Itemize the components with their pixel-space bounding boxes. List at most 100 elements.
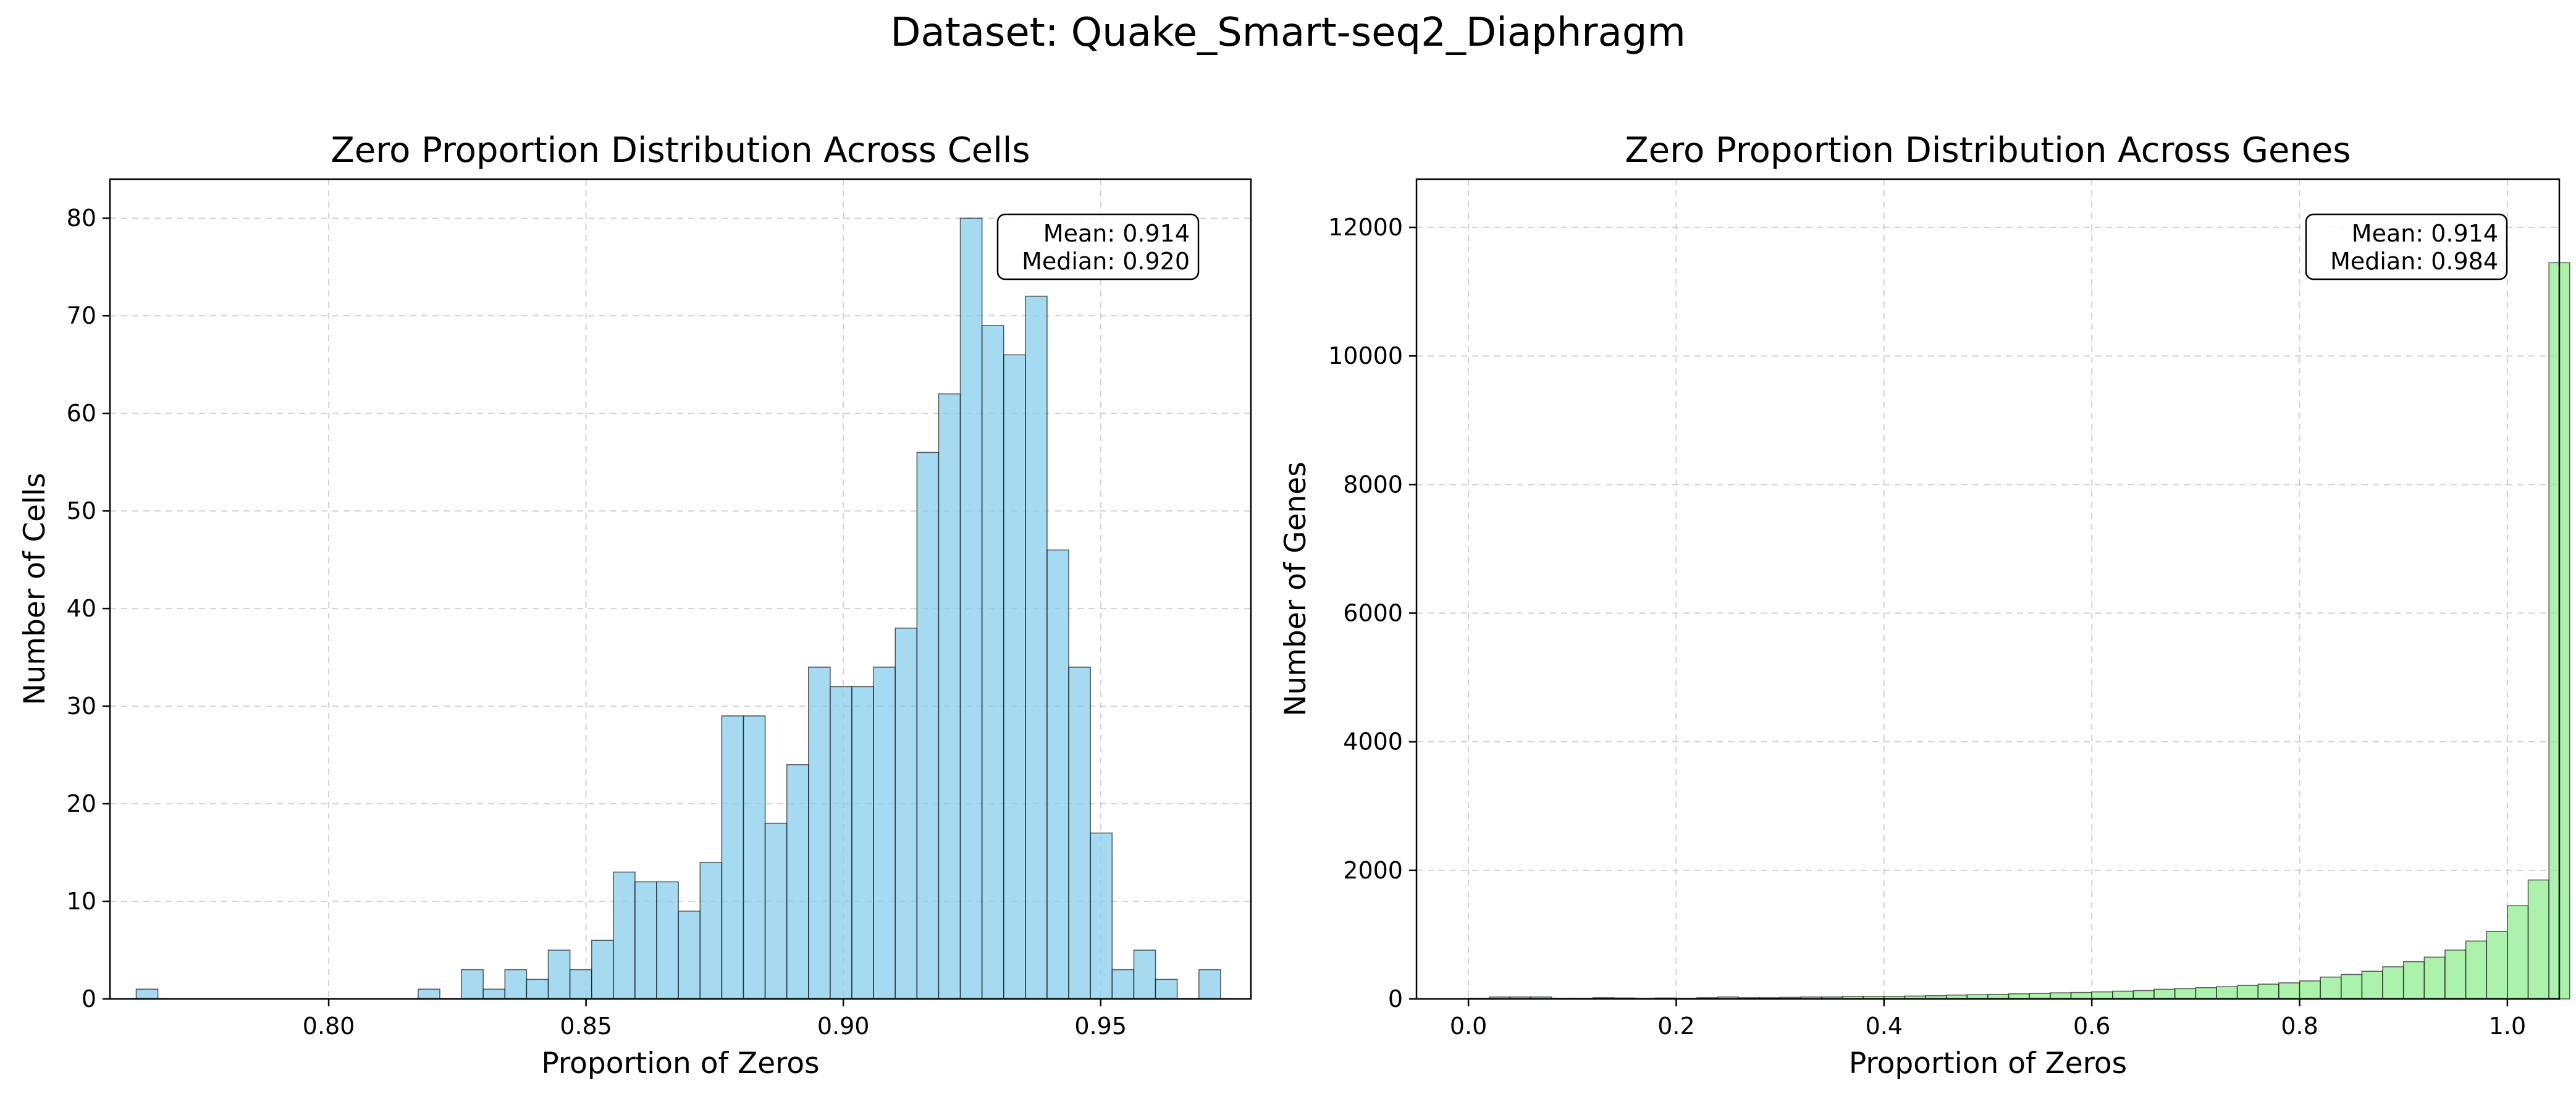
histogram-bar (2216, 986, 2238, 1000)
histogram-bar (1003, 354, 1026, 1000)
histogram-bar (591, 940, 614, 1000)
cells-chart-title: Zero Proportion Distribution Across Cell… (330, 130, 1030, 171)
y-tick-label: 60 (67, 400, 96, 427)
histogram-bar (504, 969, 528, 1000)
histogram-bar (2402, 961, 2425, 1000)
histogram-bar (2320, 976, 2342, 1000)
figure-title: Dataset: Quake_Smart-seq2_Diaphragm (890, 10, 1686, 56)
x-tick-label: 0.80 (303, 1013, 355, 1040)
annotation-box (2305, 213, 2508, 280)
histogram-bar (894, 627, 918, 1000)
histogram-bar (678, 911, 701, 1000)
y-tick-label: 8000 (1343, 471, 1403, 498)
genes-histogram-panel: 0.0 0.2 0.4 0.6 0.8 1.0 0 2000 4000 6000 8000 10000… (1279, 130, 2570, 1080)
x-tick-label: 0.85 (560, 1013, 612, 1040)
histogram-bar (2527, 879, 2549, 1000)
histogram-bar (2112, 990, 2134, 1000)
histogram-bar (135, 988, 159, 1000)
x-axis-label: Proportion of Zeros (1849, 1046, 2127, 1080)
histogram-bar (2257, 983, 2279, 1000)
histogram-bar (1068, 667, 1092, 1000)
histogram-bar (981, 325, 1004, 1000)
histogram-bar (2174, 988, 2197, 1000)
median-annotation: Median: 0.920 (1022, 248, 1190, 275)
histogram-bar (1155, 979, 1178, 1000)
histogram-bar (418, 988, 440, 1000)
y-tick-label: 4000 (1343, 728, 1403, 756)
histogram-bar (2195, 987, 2217, 1000)
x-tick-label: 0.2 (1657, 1013, 1694, 1040)
histogram-bar (547, 950, 571, 1000)
histogram-bar (959, 217, 983, 1000)
x-tick-label: 0.8 (2281, 1013, 2318, 1040)
y-tick-label: 50 (67, 497, 96, 524)
histogram-bar (2444, 950, 2467, 1000)
genes-chart-title: Zero Proportion Distribution Across Gene… (1625, 130, 2351, 171)
axes-frame (109, 178, 1252, 1000)
histogram-bar (634, 881, 657, 1000)
histogram-bar (613, 871, 636, 1000)
x-tick-label: 0.0 (1450, 1013, 1487, 1040)
histogram-bar (2486, 930, 2508, 1000)
histogram-bar (2029, 993, 2051, 1000)
histogram-bar (526, 979, 549, 1000)
y-tick-label: 10 (67, 888, 96, 915)
histogram-bar (2153, 988, 2176, 1000)
mean-annotation: Mean: 0.914 (2352, 220, 2498, 247)
y-tick-label: 0 (1388, 985, 1403, 1013)
histogram-bar (2236, 985, 2259, 1000)
histogram-bar (2132, 990, 2155, 1000)
y-tick-label: 40 (67, 595, 96, 622)
histogram-bar (743, 715, 766, 1000)
histogram-bar (1046, 549, 1069, 1000)
y-tick-label: 70 (67, 302, 96, 329)
histogram-bar (938, 393, 961, 1000)
x-tick-label: 0.95 (1074, 1013, 1127, 1040)
histogram-bar (764, 822, 788, 1000)
x-tick-label: 0.4 (1866, 1013, 1903, 1040)
y-axis-label: Number of Cells (18, 473, 52, 705)
y-axis-label: Number of Genes (1279, 461, 1313, 717)
cells-histogram-panel: 0.80 0.85 0.90 0.95 0 10 20 30 40 50 60 70 80 Zero Pr… (18, 130, 1252, 1080)
histogram-bar (2070, 992, 2092, 1000)
histogram-bar (1133, 950, 1156, 1000)
histogram-bar (2278, 982, 2300, 1000)
histogram-bar (699, 862, 723, 1000)
histogram-bar (851, 686, 874, 1000)
histogram-bar (656, 881, 679, 1000)
y-tick-label: 20 (67, 790, 96, 817)
annotation-box (996, 213, 1200, 280)
histogram-bar (2507, 905, 2529, 1000)
histogram-bar (916, 452, 940, 1000)
histogram-bar (2091, 991, 2113, 1000)
y-tick-label: 30 (67, 693, 96, 720)
histogram-bar (830, 686, 852, 1000)
histogram-bar (2361, 971, 2383, 1000)
x-tick-label: 0.6 (2073, 1013, 2110, 1040)
histogram-bar (721, 715, 744, 1000)
y-tick-label: 2000 (1343, 857, 1403, 884)
histogram-bar (482, 988, 506, 1000)
histogram-bar (2050, 992, 2072, 1000)
y-tick-label: 80 (67, 204, 96, 232)
y-tick-label: 10000 (1328, 342, 1403, 369)
histogram-bar (873, 667, 896, 1000)
y-tick-label: 6000 (1343, 600, 1403, 627)
x-axis-label: Proportion of Zeros (541, 1046, 819, 1080)
x-tick-label: 0.90 (817, 1013, 870, 1040)
histogram-bar (2465, 940, 2488, 1000)
y-tick-label: 0 (82, 985, 96, 1013)
histogram-bar (569, 969, 592, 1000)
histogram-bar (1198, 969, 1221, 1000)
histogram-bar (1090, 832, 1113, 1000)
histogram-bar (2423, 956, 2446, 1000)
median-annotation: Median: 0.984 (2330, 248, 2498, 275)
mean-annotation: Mean: 0.914 (1043, 220, 1190, 247)
histogram-bar (2382, 966, 2404, 1000)
histogram-bar (1111, 969, 1135, 1000)
histogram-bar (786, 764, 809, 1000)
axes-frame (1415, 178, 2561, 1000)
